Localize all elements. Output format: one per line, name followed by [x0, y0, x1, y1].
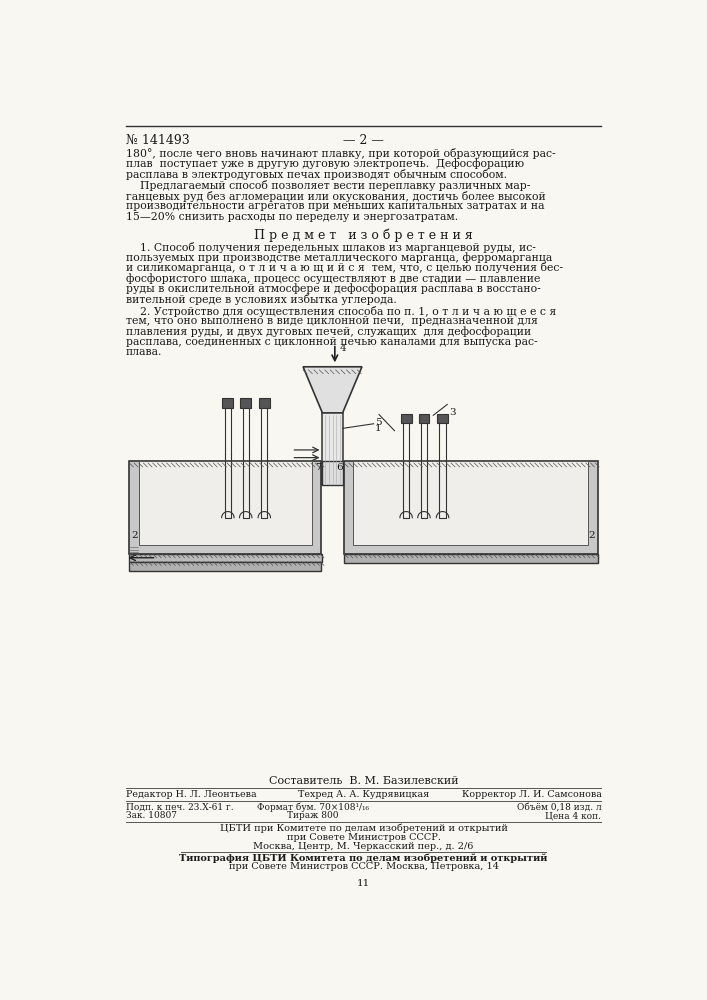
Text: при Совете Министров СССР. Москва, Петровка, 14: при Совете Министров СССР. Москва, Петро…: [228, 862, 498, 871]
Bar: [344, 554, 597, 563]
Text: Москва, Центр, М. Черкасский пер., д. 2/6: Москва, Центр, М. Черкасский пер., д. 2/…: [253, 842, 474, 851]
Bar: [223, 398, 233, 408]
Text: П р е д м е т   и з о б р е т е н и я: П р е д м е т и з о б р е т е н и я: [254, 228, 473, 242]
Text: ЦБТИ при Комитете по делам изобретений и открытий: ЦБТИ при Комитете по делам изобретений и…: [220, 824, 508, 833]
Text: тем, что оно выполнено в виде циклонной печи,  предназначенной для: тем, что оно выполнено в виде циклонной …: [126, 316, 537, 326]
Text: ганцевых руд без агломерации или окускования, достичь более высокой: ганцевых руд без агломерации или окусков…: [126, 191, 545, 202]
Bar: [129, 461, 321, 554]
Text: пользуемых при производстве металлического марганца, ферромарганца: пользуемых при производстве металлическо…: [126, 252, 552, 263]
Text: 3: 3: [449, 408, 455, 417]
Text: руды в окислительной атмосфере и дефосфорация расплава в восстано-: руды в окислительной атмосфере и дефосфо…: [126, 283, 540, 294]
Bar: [259, 398, 270, 408]
Text: плав  поступает уже в другую дуговую электропечь.  Дефосфорацию: плав поступает уже в другую дуговую элек…: [126, 158, 524, 169]
Text: Предлагаемый способ позволяет вести переплавку различных мар-: Предлагаемый способ позволяет вести пере…: [126, 180, 530, 191]
Text: расплава, соединенных с циклонной печью каналами для выпуска рас-: расплава, соединенных с циклонной печью …: [126, 337, 537, 347]
Bar: [437, 414, 448, 423]
Text: 4: 4: [339, 344, 346, 353]
Text: плавления руды, и двух дуговых печей, служащих  для дефосфорации: плавления руды, и двух дуговых печей, сл…: [126, 326, 531, 337]
Polygon shape: [303, 367, 362, 413]
Bar: [322, 413, 343, 485]
Text: Тираж 800: Тираж 800: [287, 811, 339, 820]
Text: Формат бум. 70×108¹/₁₆: Формат бум. 70×108¹/₁₆: [257, 802, 369, 812]
Text: № 141493: № 141493: [126, 134, 189, 147]
Text: Зак. 10807: Зак. 10807: [126, 811, 177, 820]
Text: плава.: плава.: [126, 347, 162, 357]
Bar: [129, 562, 321, 571]
Text: 2. Устройство для осуществления способа по п. 1, о т л и ч а ю щ е е с я: 2. Устройство для осуществления способа …: [126, 306, 556, 317]
Text: 11: 11: [357, 879, 370, 888]
Text: производительности агрегатов при меньших капитальных затратах и на: производительности агрегатов при меньших…: [126, 201, 544, 211]
Text: Техред А. А. Кудрявицкая: Техред А. А. Кудрявицкая: [298, 790, 429, 799]
Text: 6: 6: [337, 463, 343, 472]
Text: 1: 1: [375, 424, 382, 433]
Text: 1. Способ получения передельных шлаков из марганцевой руды, ис-: 1. Способ получения передельных шлаков и…: [126, 242, 535, 253]
Text: расплава в электродуговых печах производят обычным способом.: расплава в электродуговых печах производ…: [126, 169, 507, 180]
Bar: [129, 554, 322, 562]
Text: 7: 7: [315, 463, 322, 472]
Text: 5: 5: [375, 418, 382, 427]
Text: и силикомарганца, о т л и ч а ю щ и й с я  тем, что, с целью получения бес-: и силикомарганца, о т л и ч а ю щ и й с …: [126, 262, 563, 273]
Text: при Совете Министров СССР.: при Совете Министров СССР.: [286, 833, 440, 842]
Text: Подп. к печ. 23.Х-61 г.: Подп. к печ. 23.Х-61 г.: [126, 802, 233, 811]
Text: 180°, после чего вновь начинают плавку, при которой образующийся рас-: 180°, после чего вновь начинают плавку, …: [126, 148, 555, 159]
Text: вительной среде в условиях избытка углерода.: вительной среде в условиях избытка углер…: [126, 294, 397, 305]
Bar: [139, 461, 312, 545]
Text: Корректор Л. И. Самсонова: Корректор Л. И. Самсонова: [462, 790, 602, 799]
Text: Объём 0,18 изд. л: Объём 0,18 изд. л: [517, 802, 602, 811]
Text: 2: 2: [131, 531, 138, 540]
Text: Редактор Н. Л. Леонтьева: Редактор Н. Л. Леонтьева: [126, 790, 256, 799]
Bar: [344, 461, 597, 554]
Text: фосфористого шлака, процесс осуществляют в две стадии — плавление: фосфористого шлака, процесс осуществляют…: [126, 273, 540, 284]
Text: Цена 4 коп.: Цена 4 коп.: [545, 811, 602, 820]
Bar: [354, 461, 588, 545]
Bar: [322, 461, 343, 485]
Text: 15—20% снизить расходы по переделу и энергозатратам.: 15—20% снизить расходы по переделу и эне…: [126, 212, 457, 222]
Bar: [401, 414, 411, 423]
Text: Составитель  В. М. Базилевский: Составитель В. М. Базилевский: [269, 776, 458, 786]
Text: Типография ЦБТИ Комитета по делам изобретений и открытий: Типография ЦБТИ Комитета по делам изобре…: [180, 853, 548, 863]
Text: — 2 —: — 2 —: [343, 134, 384, 147]
Bar: [419, 414, 429, 423]
Bar: [240, 398, 251, 408]
Text: 2: 2: [588, 531, 595, 540]
